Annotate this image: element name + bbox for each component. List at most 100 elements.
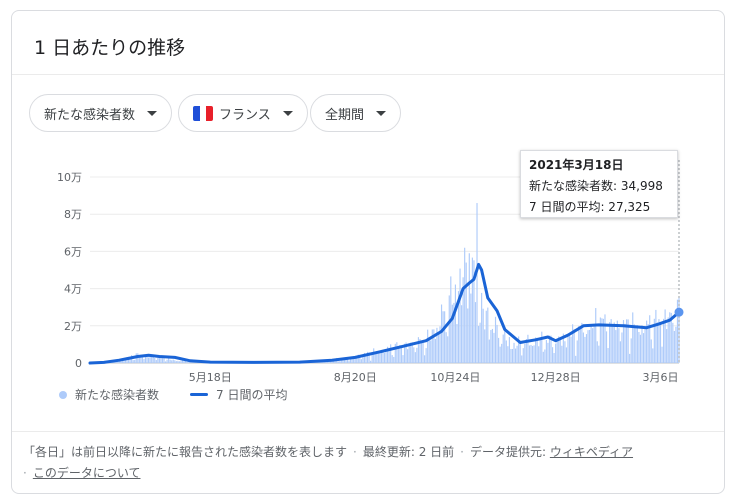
bar [522,348,524,363]
bar [383,352,386,363]
bar [169,359,171,363]
bar [588,329,591,363]
bar [521,355,523,363]
bar [609,322,611,363]
bar [618,328,620,363]
bar [510,348,512,363]
bar [388,347,390,363]
chart-footer: 「各日」は前日以降に新たに報告された感染者数を表します · 最終更新: 2 日前 · デ… [23,442,713,484]
bar [590,324,592,363]
highlight-point [674,307,684,317]
bar [363,352,366,363]
bar [366,351,369,363]
bar [481,292,483,363]
bar [120,360,122,363]
country-dropdown-label: フランス [219,107,271,123]
bar [542,351,544,363]
legend-line-icon [190,393,208,396]
bar [595,308,597,363]
x-tick-label: 10月24日 [430,371,480,384]
bar [635,325,637,363]
bar [399,344,401,363]
bar [487,307,489,363]
bar [670,312,672,363]
bar [498,337,500,363]
bar [424,355,426,363]
bar [377,351,379,363]
bar [491,328,494,363]
bar [527,334,529,363]
bar [535,337,537,363]
bar [656,322,658,363]
metric-dropdown[interactable]: 新たな感染者数 [29,94,173,132]
card-title: 1 日あたりの推移 [34,37,186,59]
bar [507,346,509,363]
bar [345,357,347,363]
bar [513,342,515,363]
bar [553,353,555,363]
bar [339,361,341,363]
bar [667,317,669,363]
chart-plot[interactable]: 0 2万 4万 6万 8万 10万 5月18日 8月20日 10月24日 12月28日 3月6日 [0,0,739,420]
bar [454,284,457,363]
bar [528,345,531,363]
bar [185,360,187,363]
x-tick-label: 8月20日 [334,371,377,384]
bar [650,339,652,363]
bar [624,323,626,363]
bar [350,357,352,363]
bar [561,345,563,363]
bar [675,326,677,363]
country-dropdown[interactable]: フランス [178,94,308,132]
bar [629,353,631,363]
bar [462,277,464,363]
bar [562,333,564,363]
legend-item-cases[interactable]: 新たな感染者数 [59,386,159,403]
footer-separator: · [460,445,464,459]
bar [410,342,412,363]
bar [539,339,541,363]
tooltip-cases: 新たな感染者数: 34,998 [529,179,663,193]
bar [408,343,410,363]
bar [605,331,608,363]
bar [473,260,475,363]
bar [379,352,381,363]
x-tick-label: 5月18日 [189,371,232,384]
bar [499,346,501,363]
y-tick-label: 8万 [64,208,82,221]
bar [642,333,645,363]
legend-item-average[interactable]: 7 日間の平均 [190,386,287,403]
bar [576,340,578,363]
wikipedia-link[interactable]: ウィキペディア [549,445,634,459]
bar [632,312,634,363]
bar [152,355,154,363]
about-data-link[interactable]: このデータについて [32,466,141,480]
bar [403,343,406,363]
bar [584,336,586,363]
bar [587,330,589,363]
y-tick-label: 0 [75,357,82,370]
period-dropdown[interactable]: 全期間 [310,94,402,132]
bar [508,337,510,363]
bar [477,325,480,363]
bar [525,339,527,363]
bar [155,360,157,363]
x-tick-label: 12月28日 [531,371,581,384]
bar [343,357,345,363]
legend-label-cases: 新たな感染者数 [75,388,160,402]
bar [451,304,453,363]
bar [368,352,370,363]
bar [572,324,574,363]
bar [518,336,520,363]
bar [531,345,534,363]
chevron-down-icon [282,110,293,116]
bar [391,355,393,363]
bar [622,320,625,363]
bar [524,343,526,363]
bar [414,352,416,363]
bar [370,360,372,363]
footer-divider [12,431,724,432]
bar [382,350,384,363]
bar [158,355,160,363]
bar [669,312,671,363]
